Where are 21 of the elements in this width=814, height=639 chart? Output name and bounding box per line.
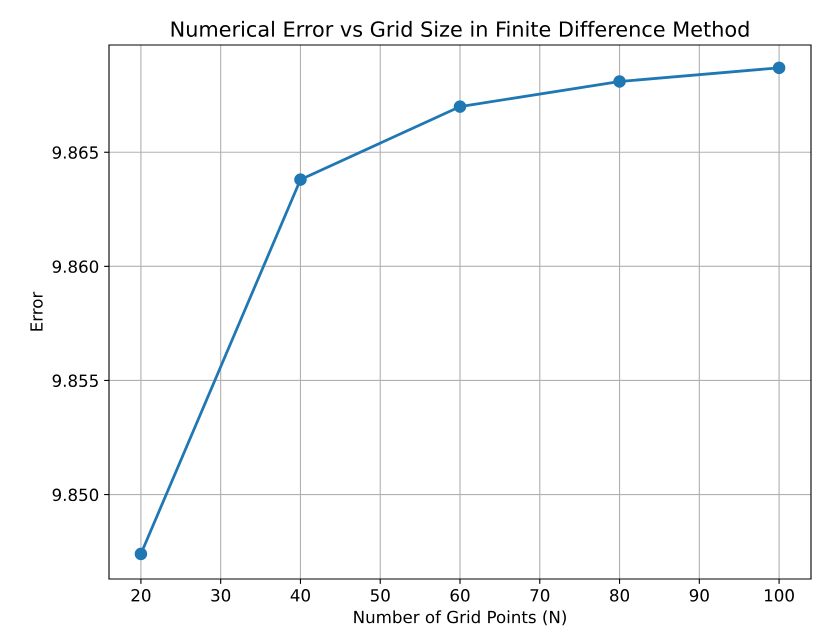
y-tick-label: 9.855 <box>52 374 98 388</box>
y-tick-label: 9.860 <box>52 260 98 273</box>
x-tick-label: 60 <box>450 589 470 602</box>
y-axis-title: Error <box>30 292 43 331</box>
x-tick-label: 80 <box>610 589 630 602</box>
x-tick-label: 70 <box>530 589 550 602</box>
y-tick-label: 9.865 <box>52 146 98 159</box>
x-tick-label: 90 <box>690 589 709 602</box>
point <box>294 173 307 186</box>
y-tick-label: 9.850 <box>52 488 98 502</box>
x-tick-label: 100 <box>765 589 794 602</box>
x-tick-label: 40 <box>290 589 310 602</box>
point <box>134 548 148 560</box>
point <box>454 100 466 113</box>
point <box>772 62 786 74</box>
x-tick-label: 20 <box>132 589 150 602</box>
x-axis-title: Number of Grid Points (N) <box>354 610 566 626</box>
x-tick-label: 50 <box>370 589 390 602</box>
point <box>613 75 626 88</box>
chart-title: Numerical Error vs Grid Size in Finite Difference Method <box>172 20 748 37</box>
x-tick-label: 30 <box>211 589 230 602</box>
